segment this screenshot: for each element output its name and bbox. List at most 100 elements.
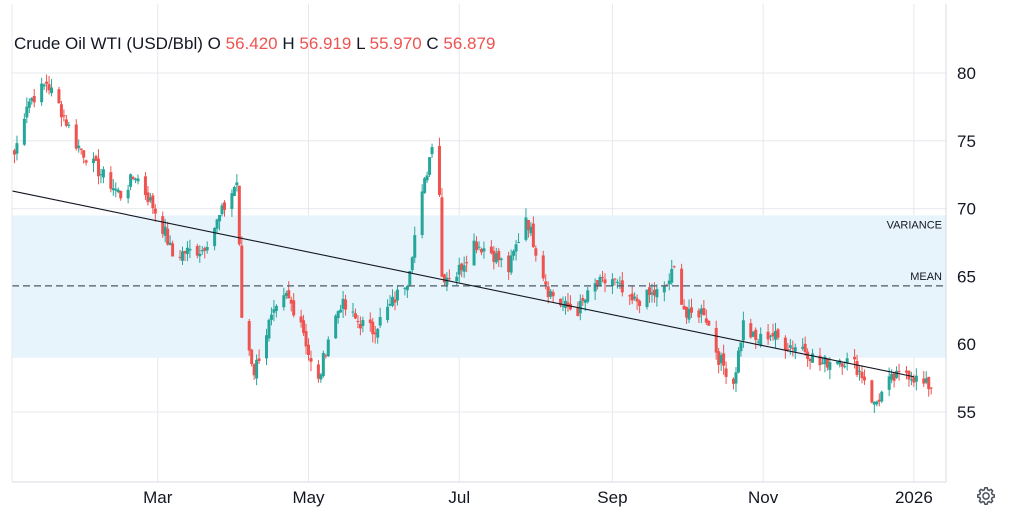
candle-body — [524, 217, 528, 240]
candle-body — [455, 276, 459, 282]
candle-body — [808, 358, 812, 362]
y-tick-label: 55 — [957, 403, 976, 422]
candle-body — [40, 83, 44, 103]
candle-body — [754, 329, 758, 341]
candle-body — [391, 296, 395, 306]
candle-body — [890, 373, 894, 380]
candle-body — [437, 145, 441, 195]
candle-body — [336, 311, 340, 319]
candle-body — [529, 226, 533, 234]
candle-body — [116, 189, 120, 193]
candle-body — [687, 308, 691, 320]
x-tick-label: Sep — [597, 488, 627, 507]
candle-body — [430, 147, 434, 155]
candle-body — [215, 219, 219, 229]
candle-body — [662, 285, 666, 293]
candle-body — [766, 331, 770, 340]
candle-body — [685, 306, 689, 318]
candle-body — [610, 279, 614, 287]
open-label: O — [207, 34, 221, 53]
candle-body — [904, 370, 908, 373]
candle-body — [198, 253, 202, 257]
candle-body — [32, 96, 36, 103]
candle-body — [613, 278, 617, 280]
candle-body — [603, 279, 607, 284]
candle-body — [840, 363, 844, 367]
candle-body — [321, 352, 325, 377]
candle-body — [924, 378, 928, 383]
candle-body — [269, 314, 273, 320]
candle-body — [284, 293, 288, 296]
y-tick-label: 70 — [957, 200, 976, 219]
high-value: 56.919 — [299, 34, 352, 53]
candle-body — [499, 258, 503, 261]
y-tick-label: 80 — [957, 64, 976, 83]
candle-body — [549, 291, 553, 297]
candle-body — [514, 244, 518, 252]
open-value: 56.420 — [225, 34, 278, 53]
candle-body — [442, 274, 446, 283]
axes-layer: 55 60 65 70 75 80 Mar May Jul Sep Nov 2026 — [11, 4, 976, 507]
candle-body — [771, 332, 775, 337]
y-tick-label: 75 — [957, 132, 976, 151]
candle-body — [84, 160, 88, 163]
candle-body — [650, 292, 654, 295]
candle-body — [912, 376, 916, 383]
trend-line — [11, 190, 914, 378]
candle-body — [185, 247, 189, 254]
candle-body — [74, 124, 78, 149]
low-label: L — [356, 34, 365, 53]
candle-body — [880, 391, 884, 402]
candle-body — [386, 306, 390, 321]
candle-body — [551, 292, 555, 297]
candle-body — [722, 353, 726, 366]
candle-body — [489, 246, 493, 254]
candle-body — [96, 158, 100, 177]
candle-body — [395, 289, 399, 301]
candle-body — [92, 158, 96, 164]
candle-body — [791, 347, 795, 350]
candle-body — [670, 269, 674, 283]
candle-body — [633, 296, 637, 299]
candle-body — [388, 303, 392, 306]
candle-body — [717, 351, 721, 365]
candle-body — [460, 263, 464, 271]
candle-body — [111, 188, 115, 191]
candle-body — [615, 281, 619, 283]
close-value: 56.879 — [443, 34, 496, 53]
x-tick-label: 2026 — [895, 488, 933, 507]
candle-body — [860, 371, 864, 379]
candle-body — [195, 246, 199, 256]
candle-body — [425, 175, 429, 181]
candle-body — [287, 290, 291, 299]
high-label: H — [282, 34, 295, 53]
candle-body — [447, 278, 451, 280]
y-tick-label: 60 — [957, 335, 976, 354]
candle-body — [232, 186, 236, 197]
candle-body — [546, 286, 550, 297]
candle-body — [353, 313, 357, 319]
candle-body — [793, 347, 797, 352]
settings-button[interactable] — [975, 485, 997, 507]
candle-body — [652, 289, 656, 296]
candle-body — [153, 208, 157, 214]
candle-body — [319, 374, 323, 380]
candle-body — [282, 295, 286, 308]
candle-body — [220, 205, 224, 215]
candle-body — [512, 250, 516, 256]
candle-body — [230, 193, 234, 209]
candle-body — [875, 401, 879, 405]
candle-body — [751, 331, 755, 337]
candle-body — [835, 361, 839, 364]
y-tick-label: 65 — [957, 267, 976, 286]
candle-body — [838, 360, 842, 365]
candle-body — [739, 342, 743, 352]
variance-band — [12, 215, 946, 358]
mean-line-label: MEAN — [910, 271, 942, 283]
candle-body — [544, 281, 548, 285]
candle-body — [759, 333, 763, 346]
candle-body — [702, 308, 706, 316]
candle-body — [200, 250, 204, 252]
candle-body — [131, 177, 135, 179]
candle-body — [682, 305, 686, 310]
